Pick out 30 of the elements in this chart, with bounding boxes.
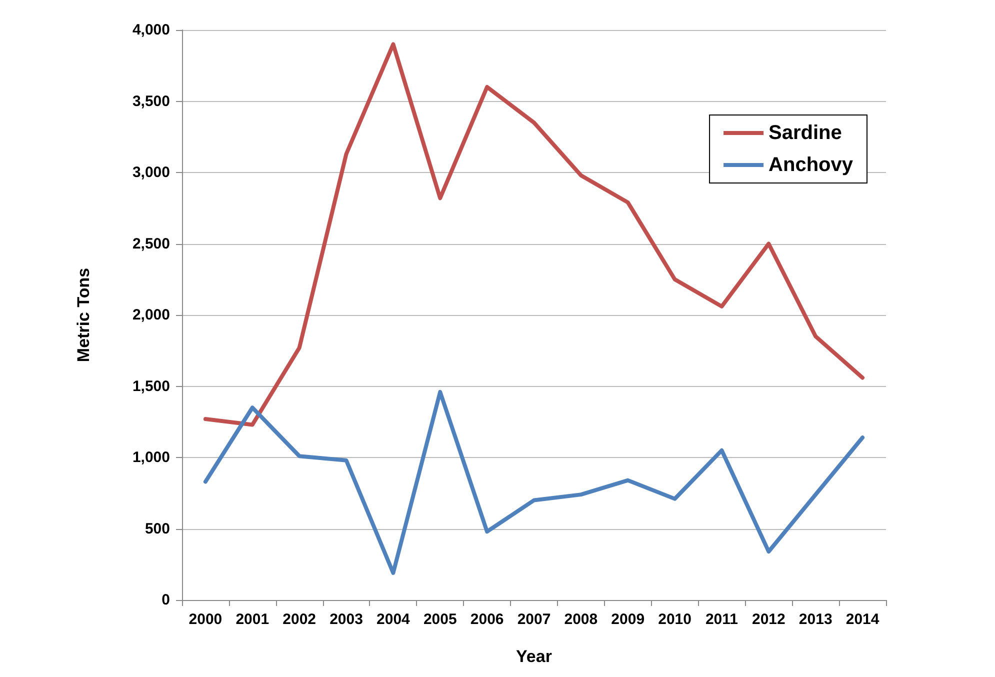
y-axis-title: Metric Tons (74, 268, 93, 362)
x-tick-label: 2006 (470, 611, 504, 628)
x-tick-label: 2014 (846, 611, 880, 628)
y-tick-label: 4,000 (132, 22, 170, 38)
x-tick-label: 2010 (658, 611, 692, 628)
x-tick-label: 2004 (376, 611, 411, 628)
y-tick-label: 2,000 (132, 306, 170, 324)
y-tick-label: 2,500 (132, 235, 170, 252)
x-tick-label: 2002 (282, 611, 316, 628)
y-tick-label: 0 (162, 592, 170, 608)
x-tick-label: 2001 (236, 611, 270, 628)
x-tick-label: 2005 (423, 611, 457, 628)
x-tick-label: 2012 (752, 611, 786, 628)
x-tick-label: 2009 (611, 611, 645, 628)
y-tick-label: 3,500 (132, 92, 170, 110)
x-tick-label: 2007 (517, 611, 551, 628)
legend-label: Anchovy (768, 154, 854, 176)
legend-label: Sardine (768, 122, 842, 144)
y-tick-label: 1,000 (132, 449, 170, 466)
y-tick-label: 3,000 (132, 164, 170, 181)
x-tick-label: 2011 (705, 611, 738, 628)
y-tick-label: 1,500 (132, 378, 170, 395)
line-series (203, 390, 865, 575)
y-tick-label: 500 (144, 520, 170, 538)
x-tick-label: 2000 (188, 611, 222, 628)
x-tick-label: 2008 (564, 611, 598, 628)
line-series (203, 42, 865, 427)
x-axis-title: Year (516, 647, 552, 666)
x-tick-label: 2003 (330, 611, 363, 628)
x-tick-label: 2013 (798, 611, 832, 628)
